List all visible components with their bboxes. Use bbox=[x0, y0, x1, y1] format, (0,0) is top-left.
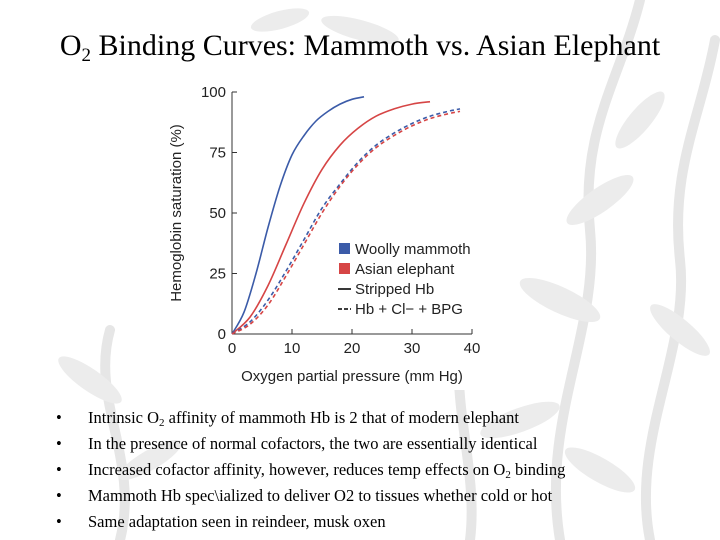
slide-title: O2 Binding Curves: Mammoth vs. Asian Ele… bbox=[59, 29, 661, 66]
bullet-text: Same adaptation seen in reindeer, musk o… bbox=[88, 512, 386, 531]
bullet-subscript: 2 bbox=[159, 417, 165, 429]
bullet-text: affinity of mammoth Hb is 2 that of mode… bbox=[164, 408, 519, 427]
x-tick-label: 20 bbox=[344, 340, 361, 357]
bullet-dot: • bbox=[56, 434, 62, 453]
bullet-subscript: 2 bbox=[505, 469, 511, 481]
y-tick-label: 100 bbox=[201, 84, 226, 101]
bullet-item: • Mammoth Hb spec\ialized to deliver O2 t… bbox=[56, 483, 716, 509]
x-tick-label: 40 bbox=[464, 340, 481, 357]
bullet-text: binding bbox=[510, 460, 566, 479]
bullet-item: • Intrinsic O2 affinity of mammoth Hb is … bbox=[56, 405, 716, 431]
bullet-item: • Increased cofactor affinity, however, r… bbox=[56, 457, 716, 483]
bullet-text: Increased cofactor affinity, however, re… bbox=[88, 460, 506, 479]
series-line-1 bbox=[231, 100, 431, 335]
legend-swatch bbox=[339, 243, 350, 254]
bullet-text: In the presence of normal cofactors, the… bbox=[88, 434, 538, 453]
x-tick-label: 30 bbox=[404, 340, 421, 357]
series-line-3 bbox=[231, 110, 461, 335]
series-line-0 bbox=[231, 96, 365, 335]
x-axis-label: Oxygen partial pressure (mm Hg) bbox=[241, 368, 463, 385]
bullet-item: • In the presence of normal cofactors, th… bbox=[56, 431, 716, 457]
legend-label: Hb + Cl− + BPG bbox=[355, 301, 463, 318]
x-tick-label: 10 bbox=[284, 340, 301, 357]
legend-label: Asian elephant bbox=[355, 261, 455, 278]
y-tick-label: 25 bbox=[209, 266, 226, 283]
legend-swatch bbox=[339, 263, 350, 274]
bullet-list: • Intrinsic O2 affinity of mammoth Hb is … bbox=[56, 405, 716, 535]
x-tick-label: 0 bbox=[228, 340, 236, 357]
legend-label: Stripped Hb bbox=[355, 281, 434, 298]
series-line-2 bbox=[231, 108, 461, 335]
y-axis-label: Hemoglobin saturation (%) bbox=[168, 124, 185, 302]
y-tick-label: 50 bbox=[209, 205, 226, 222]
bullet-dot: • bbox=[56, 408, 62, 427]
bullet-item: • Same adaptation seen in reindeer, musk … bbox=[56, 509, 716, 535]
bullet-text: Intrinsic O bbox=[88, 408, 160, 427]
legend-label: Woolly mammoth bbox=[355, 241, 471, 258]
bullet-dot: • bbox=[56, 460, 62, 479]
bullet-dot: • bbox=[56, 486, 62, 505]
y-tick-label: 0 bbox=[218, 326, 226, 343]
bullet-dot: • bbox=[56, 512, 62, 531]
y-tick-label: 75 bbox=[209, 145, 226, 162]
bullet-text: Mammoth Hb spec\ialized to deliver O2 to… bbox=[88, 486, 553, 505]
